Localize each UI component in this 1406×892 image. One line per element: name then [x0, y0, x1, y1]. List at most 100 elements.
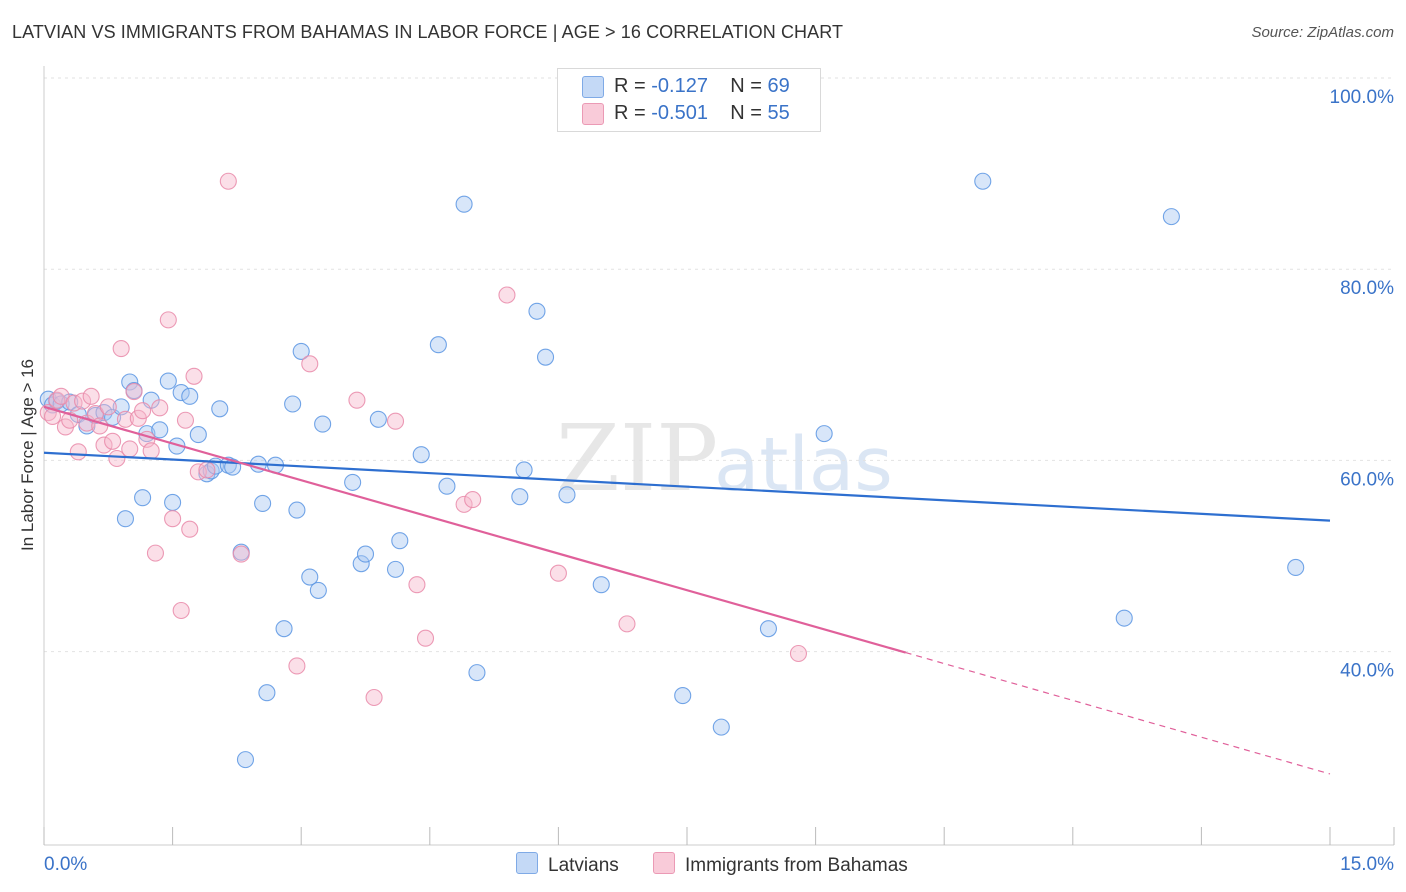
- source-credit: Source: ZipAtlas.com: [1251, 24, 1394, 41]
- bahamas-point: [198, 461, 216, 479]
- chart-title: LATVIAN VS IMMIGRANTS FROM BAHAMAS IN LA…: [12, 22, 844, 42]
- bahamas-point: [164, 510, 182, 528]
- bahamas-point: [301, 355, 319, 373]
- latvians-point: [536, 348, 555, 366]
- latvians-point: [172, 383, 190, 402]
- watermark-zip: ZIP: [556, 405, 718, 512]
- series-swatch-bahamas: [653, 852, 675, 874]
- latvians-point: [301, 568, 319, 586]
- grid-layer: [44, 77, 1394, 653]
- latvians-trend-line: [43, 451, 1331, 522]
- legend-r-label: R =: [614, 102, 646, 124]
- bahamas-point: [185, 367, 203, 385]
- bahamas-point: [386, 412, 405, 430]
- bahamas-point: [134, 402, 152, 420]
- bahamas-point: [365, 688, 383, 707]
- latvians-point: [254, 494, 272, 512]
- latvians-point: [1287, 558, 1305, 577]
- series-swatch-latvians: [516, 852, 538, 874]
- latvians-point: [275, 620, 293, 638]
- bahamas-point: [74, 392, 92, 410]
- latvians-point: [386, 560, 405, 578]
- latvians-point: [674, 687, 692, 705]
- bahamas-point: [82, 387, 100, 405]
- bahamas-point: [112, 339, 130, 358]
- correlation-legend: R = -0.127 N = 69 R = -0.501 N = 55: [557, 68, 821, 132]
- bahamas-point: [108, 449, 126, 468]
- bahamas-point: [288, 657, 306, 675]
- bahamas-point: [69, 443, 87, 461]
- latvians-point: [974, 172, 992, 190]
- series-legend-bahamas: Immigrants from Bahamas: [653, 852, 908, 877]
- latvians-point: [134, 489, 152, 507]
- latvians-point: [211, 400, 229, 418]
- latvians-point: [159, 372, 177, 390]
- bahamas-point: [151, 399, 169, 417]
- bahamas-point: [125, 383, 143, 401]
- latvians-point: [592, 576, 610, 594]
- bahamas-point: [172, 601, 190, 620]
- y-tick-label: 60.0%: [1340, 469, 1394, 490]
- series-legend-latvians: Latvians: [516, 852, 619, 877]
- legend-n-value: 55: [767, 102, 790, 124]
- latvians-point: [189, 426, 207, 444]
- bahamas-point: [464, 491, 482, 509]
- x-tick-label: 0.0%: [44, 854, 87, 875]
- y-tick-label: 40.0%: [1340, 661, 1394, 682]
- bahamas-point: [416, 629, 435, 647]
- latvians-point: [815, 425, 833, 443]
- latvians-point: [412, 446, 430, 464]
- bahamas-point: [618, 615, 636, 633]
- latvians-point: [391, 532, 409, 550]
- legend-r-label: R =: [614, 75, 646, 97]
- latvians-point: [1115, 609, 1133, 627]
- latvians-point: [455, 195, 473, 213]
- bahamas-point: [181, 520, 199, 538]
- bahamas-point: [116, 410, 134, 428]
- legend-r-value: -0.127: [651, 75, 708, 97]
- bahamas-point: [121, 440, 139, 458]
- legend-swatch-bahamas: [582, 103, 604, 125]
- bahamas-point: [176, 411, 195, 429]
- latvians-point: [292, 342, 310, 360]
- series-label-latvians: Latvians: [548, 855, 619, 876]
- latvians-point: [181, 387, 199, 405]
- bahamas-point: [146, 544, 165, 562]
- latvians-point: [369, 410, 387, 428]
- bahamas-point: [159, 311, 177, 329]
- latvians-point: [151, 421, 169, 439]
- legend-r-value: -0.501: [651, 102, 708, 124]
- latvians-point: [712, 718, 730, 736]
- y-tick-label: 100.0%: [1330, 87, 1395, 108]
- latvians-point: [116, 510, 134, 528]
- bahamas-point: [408, 576, 426, 594]
- latvians-point: [344, 473, 362, 491]
- bahamas-point: [219, 172, 237, 190]
- latvians-point: [468, 664, 486, 682]
- latvians-point: [759, 620, 777, 638]
- latvians-point: [528, 302, 546, 320]
- latvians-point: [511, 488, 529, 506]
- legend-n-label: N =: [730, 75, 762, 97]
- latvians-point: [558, 486, 576, 504]
- bahamas-point: [232, 545, 250, 563]
- y-tick-label: 80.0%: [1340, 278, 1394, 299]
- latvians-point: [314, 415, 332, 433]
- bahamas-point: [549, 564, 567, 582]
- series-label-bahamas: Immigrants from Bahamas: [685, 855, 908, 876]
- latvians-point: [515, 461, 533, 479]
- latvians-point: [258, 684, 276, 702]
- latvians-point: [1162, 208, 1180, 226]
- latvians-point: [429, 336, 447, 354]
- latvians-point: [288, 501, 306, 519]
- latvians-point: [352, 555, 370, 573]
- latvians-point: [284, 395, 302, 413]
- bahamas-trend-line: [43, 405, 906, 654]
- latvians-point: [121, 373, 139, 391]
- tick-label-layer: 100.0% 80.0% 60.0% 40.0% 0.0% 15.0%: [44, 87, 1394, 875]
- latvians-point: [356, 545, 375, 563]
- latvians-point: [438, 477, 456, 495]
- trend-layer: [43, 405, 1331, 775]
- bahamas-point: [142, 442, 160, 460]
